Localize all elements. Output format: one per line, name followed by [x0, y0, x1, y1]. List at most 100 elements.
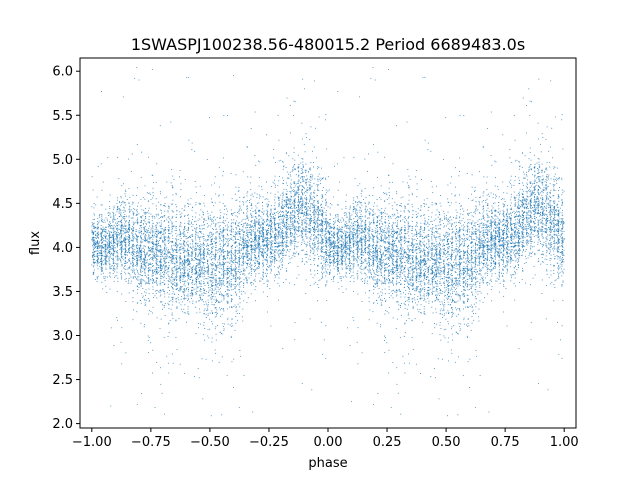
- data-point: [482, 229, 484, 231]
- data-point: [152, 232, 153, 234]
- data-point: [349, 229, 351, 231]
- data-point: [467, 283, 469, 285]
- data-point: [239, 235, 241, 237]
- data-point: [263, 250, 265, 252]
- data-point: [553, 186, 555, 188]
- data-point: [518, 257, 520, 259]
- data-point: [262, 276, 264, 278]
- data-point: [368, 319, 370, 321]
- data-point: [286, 219, 288, 221]
- data-point: [557, 194, 559, 196]
- data-point: [418, 265, 420, 267]
- data-point: [206, 255, 208, 257]
- data-point: [360, 232, 362, 234]
- data-point: [281, 237, 283, 239]
- data-point: [150, 262, 151, 264]
- data-point: [320, 235, 322, 237]
- data-point: [378, 297, 380, 299]
- data-point: [134, 255, 136, 257]
- data-point: [443, 269, 445, 271]
- data-point: [180, 248, 182, 250]
- data-point: [213, 258, 215, 259]
- data-point: [441, 293, 443, 294]
- data-point: [167, 271, 169, 273]
- data-point: [169, 260, 171, 262]
- data-point: [549, 239, 551, 241]
- data-point: [524, 200, 526, 202]
- data-point: [407, 222, 409, 224]
- data-point: [155, 227, 157, 229]
- data-point: [404, 252, 406, 254]
- data-point: [343, 256, 345, 258]
- data-point: [242, 253, 244, 255]
- data-point: [431, 278, 433, 280]
- data-point: [542, 214, 543, 216]
- data-point: [217, 250, 219, 252]
- data-point: [377, 238, 379, 240]
- data-point: [337, 269, 338, 270]
- data-point: [411, 285, 413, 287]
- data-point: [120, 241, 122, 243]
- data-point: [183, 232, 185, 234]
- data-point: [537, 203, 539, 205]
- data-point: [402, 196, 404, 198]
- data-point: [437, 270, 439, 272]
- data-point: [163, 253, 165, 255]
- data-point: [244, 292, 246, 294]
- data-point: [238, 289, 240, 290]
- data-point: [445, 243, 447, 245]
- data-point: [396, 231, 398, 232]
- data-point: [124, 193, 126, 195]
- data-point: [482, 212, 484, 214]
- data-point: [226, 289, 228, 291]
- data-point: [403, 292, 405, 294]
- data-point: [107, 256, 109, 258]
- data-point: [329, 240, 331, 242]
- data-point: [246, 195, 248, 197]
- data-point: [125, 252, 127, 254]
- data-point: [266, 261, 268, 263]
- data-point: [494, 242, 496, 244]
- data-point: [270, 250, 272, 252]
- data-point: [191, 267, 193, 269]
- data-point: [467, 253, 469, 254]
- data-point: [346, 253, 348, 255]
- data-point: [353, 240, 355, 242]
- data-point: [315, 223, 316, 225]
- data-point: [244, 270, 246, 272]
- data-point: [266, 232, 268, 234]
- data-point: [168, 278, 170, 280]
- data-point: [160, 249, 162, 251]
- data-point: [166, 254, 168, 255]
- data-point: [331, 231, 333, 233]
- data-point: [171, 312, 173, 314]
- data-point: [399, 306, 401, 308]
- data-point: [439, 238, 441, 240]
- data-point: [513, 185, 515, 187]
- data-point: [291, 208, 293, 210]
- data-point: [200, 294, 202, 296]
- data-point: [495, 231, 497, 233]
- data-point: [455, 254, 457, 256]
- data-point: [101, 267, 103, 269]
- data-point: [144, 239, 146, 241]
- data-point: [145, 223, 147, 224]
- data-point: [390, 236, 392, 238]
- data-point: [318, 255, 320, 257]
- data-point: [402, 254, 404, 255]
- data-point: [325, 239, 327, 241]
- data-point: [538, 161, 540, 163]
- data-point: [219, 240, 221, 242]
- data-point: [203, 221, 205, 223]
- data-point: [479, 236, 481, 238]
- data-point: [484, 239, 486, 241]
- data-point: [321, 278, 323, 280]
- data-point: [446, 231, 447, 233]
- data-point: [514, 233, 516, 234]
- data-point: [251, 234, 253, 236]
- data-point: [262, 233, 264, 235]
- data-point: [164, 254, 166, 256]
- data-point: [91, 176, 93, 178]
- data-point: [481, 254, 483, 255]
- data-point: [554, 166, 556, 168]
